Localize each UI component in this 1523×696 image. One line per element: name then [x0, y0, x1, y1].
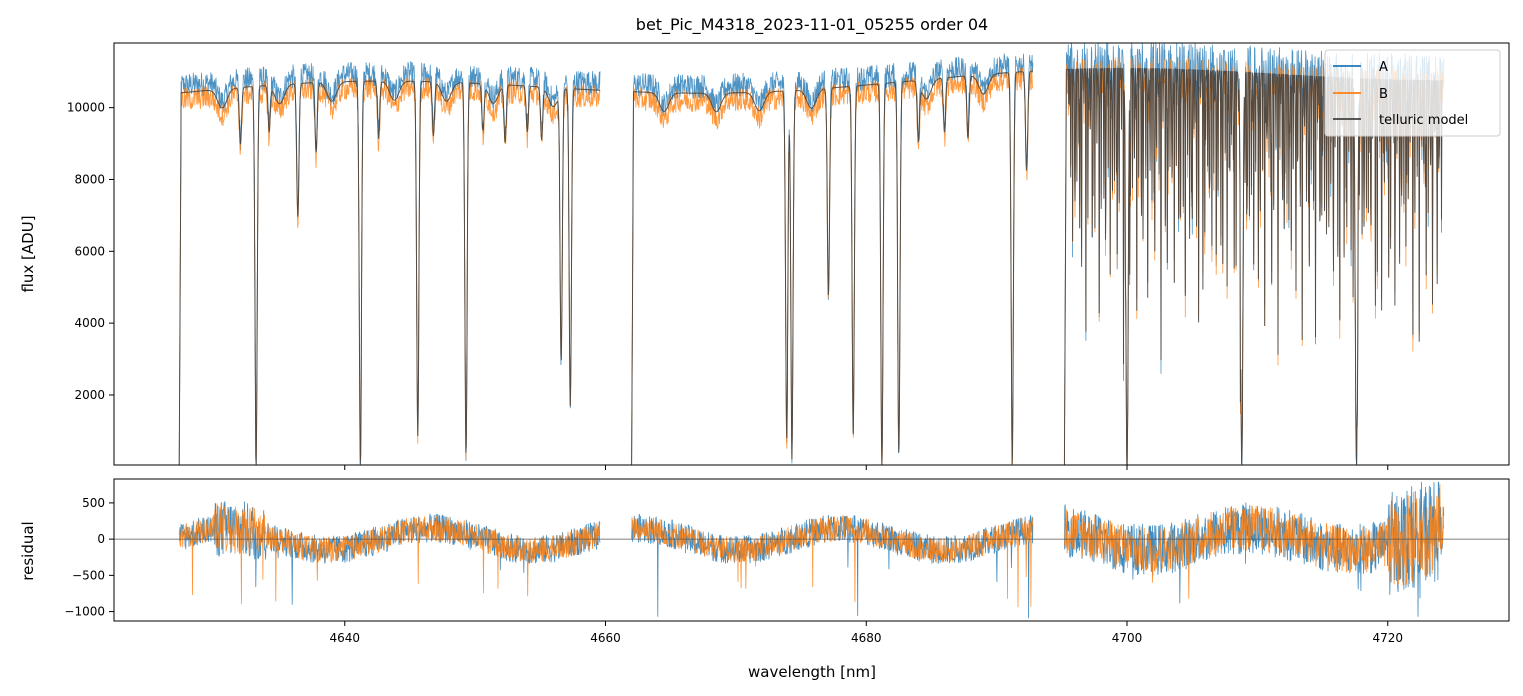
residual-y-ticks: −1000 −500 0 500 — [64, 496, 114, 619]
residual-series-a-segment-2 — [631, 513, 1034, 619]
x-axis-label: wavelength [nm] — [748, 663, 876, 681]
residual-x-ticks: 4640 4660 4680 4700 4720 — [329, 621, 1403, 645]
spectrum-panel: 2000 4000 6000 8000 10000 flux [ADU] A B tel… — [19, 42, 1510, 470]
residual-plot-area — [114, 481, 1509, 619]
spectrum-y-tick-label: 2000 — [74, 388, 105, 402]
spectrum-series-b-segment-2 — [631, 67, 1034, 465]
residual-axes-frame — [113, 478, 1510, 622]
residual-series-b-segment-1 — [178, 503, 601, 604]
residual-y-tick-label: 500 — [82, 496, 105, 510]
residual-series-a-segment-3 — [1064, 481, 1445, 617]
residual-y-tick-label: −500 — [72, 568, 105, 582]
residual-x-tick-label: 4720 — [1372, 631, 1403, 645]
residual-y-tick-label: −1000 — [64, 605, 105, 619]
spectrum-y-tick-label: 10000 — [67, 101, 105, 115]
legend: A B telluric model — [1324, 49, 1501, 137]
spectrum-y-axis-label: flux [ADU] — [19, 215, 37, 292]
spectrum-plot-area — [178, 43, 1445, 465]
spectrum-y-ticks: 2000 4000 6000 8000 10000 — [67, 101, 114, 402]
legend-label-telluric: telluric model — [1379, 113, 1468, 128]
residual-x-tick-label: 4680 — [851, 631, 882, 645]
residual-x-tick-label: 4660 — [590, 631, 621, 645]
residual-y-axis-label: residual — [19, 521, 37, 580]
spectrum-y-tick-label: 8000 — [74, 172, 105, 186]
residual-series-b-segment-2 — [631, 515, 1034, 608]
legend-label-a: A — [1379, 60, 1388, 75]
residual-x-tick-label: 4700 — [1112, 631, 1143, 645]
spectrum-series-telluric-model-segment-1 — [178, 80, 600, 465]
residual-series-b-segment-3 — [1064, 484, 1445, 599]
legend-box — [1324, 49, 1501, 137]
spectrum-series-a-segment-2 — [631, 53, 1034, 465]
residual-y-tick-label: 0 — [97, 532, 105, 546]
spectrum-series-b-segment-1 — [178, 76, 601, 465]
residual-panel: −1000 −500 0 500 4640 4660 4680 4700 4720 resid… — [19, 478, 1510, 681]
spectrum-y-tick-label: 4000 — [74, 316, 105, 330]
legend-label-b: B — [1379, 87, 1388, 102]
spectrum-series-telluric-model-segment-2 — [631, 70, 1033, 465]
spectrum-y-tick-label: 6000 — [74, 244, 105, 258]
residual-x-tick-label: 4640 — [329, 631, 360, 645]
chart-title: bet_Pic_M4318_2023-11-01_05255 order 04 — [636, 15, 988, 35]
spectrum-x-ticks — [344, 465, 1389, 470]
spectrum-axes-frame — [113, 42, 1510, 466]
